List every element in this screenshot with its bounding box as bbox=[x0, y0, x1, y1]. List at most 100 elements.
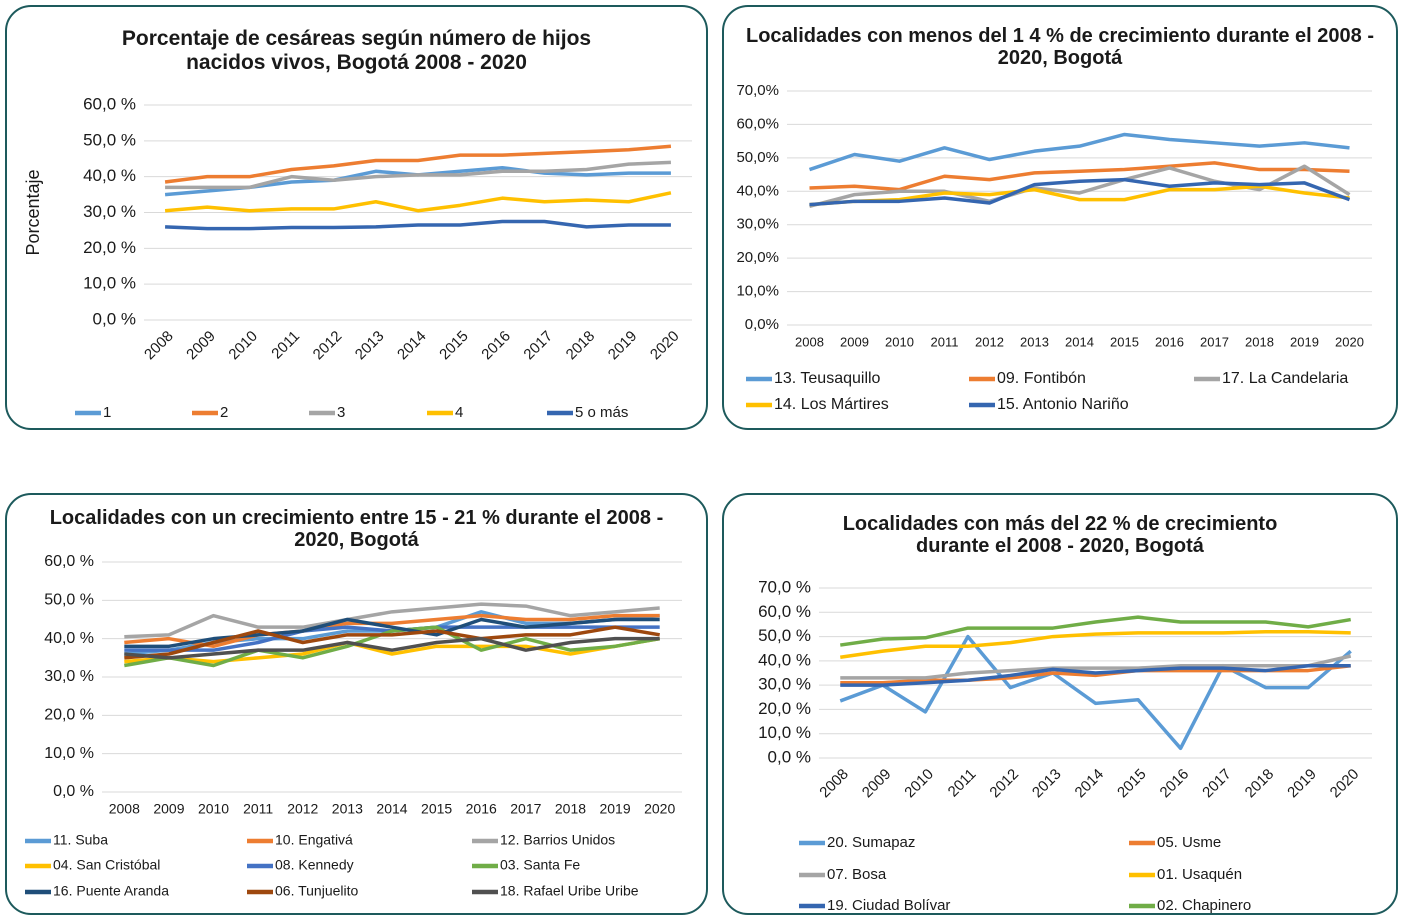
x-tick-label: 2010 bbox=[198, 801, 229, 817]
legend-label: 5 o más bbox=[575, 404, 628, 421]
y-tick-label: 0,0 % bbox=[768, 747, 811, 766]
y-tick-label: 40,0 % bbox=[44, 630, 94, 647]
x-tick-label: 2009 bbox=[840, 334, 869, 349]
legend-label: 20. Sumapaz bbox=[827, 834, 915, 851]
x-tick-label: 2009 bbox=[153, 801, 184, 817]
series-line bbox=[840, 654, 1352, 680]
x-tick-label: 2018 bbox=[1242, 766, 1278, 802]
series-line bbox=[809, 177, 1351, 207]
x-tick-label: 2016 bbox=[478, 328, 514, 364]
x-tick-label: 2016 bbox=[1155, 334, 1184, 349]
legend-label: 4 bbox=[455, 404, 463, 421]
series-line bbox=[809, 164, 1351, 209]
y-tick-label: 40,0 % bbox=[83, 166, 136, 185]
chart-title: Porcentaje de cesáreas según número de h… bbox=[121, 27, 592, 74]
y-tick-label: 30,0% bbox=[736, 216, 779, 233]
y-tick-label: 60,0 % bbox=[758, 602, 811, 621]
legend-label: 16. Puente Aranda bbox=[53, 883, 169, 899]
legend-label: 1 bbox=[103, 404, 111, 421]
x-tick-label: 2008 bbox=[109, 801, 140, 817]
x-tick-label: 2019 bbox=[1290, 334, 1319, 349]
series-line bbox=[124, 602, 660, 639]
legend-label: 09. Fontibón bbox=[997, 370, 1086, 387]
x-tick-label: 2009 bbox=[183, 328, 219, 364]
x-tick-label: 2016 bbox=[1157, 766, 1193, 802]
y-tick-label: 70,0 % bbox=[758, 577, 811, 596]
series-line bbox=[164, 165, 671, 197]
legend-label: 07. Bosa bbox=[827, 866, 887, 883]
series-line bbox=[164, 191, 672, 213]
chart: 0,0 % 10,0 % 20,0 % 30,0 % 40,0 % 50,0 % 60,0 … bbox=[23, 94, 692, 421]
x-tick-label: 2020 bbox=[1335, 334, 1364, 349]
chart-title: Localidades con menos del 1 4 % de creci… bbox=[746, 25, 1374, 70]
y-tick-label: 0,0 % bbox=[53, 783, 94, 800]
x-tick-label: 2011 bbox=[945, 766, 980, 801]
x-tick-label: 2012 bbox=[287, 801, 318, 817]
x-tick-label: 2013 bbox=[1029, 766, 1065, 802]
legend-label: 14. Los Mártires bbox=[774, 396, 889, 413]
legend-label: 08. Kennedy bbox=[275, 857, 354, 873]
x-tick-label: 2020 bbox=[1327, 766, 1363, 802]
x-tick-label: 2012 bbox=[986, 766, 1022, 802]
y-tick-label: 40,0% bbox=[736, 182, 779, 199]
x-tick-label: 2008 bbox=[795, 334, 824, 349]
x-tick-label: 2014 bbox=[376, 801, 407, 817]
y-tick-label: 60,0 % bbox=[44, 553, 94, 570]
y-tick-label: 0,0% bbox=[745, 316, 779, 333]
legend-label: 04. San Cristóbal bbox=[53, 857, 160, 873]
y-tick-label: 10,0 % bbox=[758, 723, 811, 742]
legend-label: 01. Usaquén bbox=[1157, 866, 1242, 883]
x-tick-label: 2019 bbox=[605, 328, 641, 364]
legend-label: 12. Barrios Unidos bbox=[500, 832, 615, 848]
y-tick-label: 20,0 % bbox=[44, 707, 94, 724]
chart-panel: 0,0% 10,0% 20,0% 30,0% 40,0% 50,0% 60,0% 70,0% 2… bbox=[722, 5, 1398, 430]
x-tick-label: 2015 bbox=[421, 801, 452, 817]
series-line bbox=[124, 636, 660, 660]
x-tick-label: 2015 bbox=[1110, 334, 1139, 349]
y-tick-label: 30,0 % bbox=[44, 668, 94, 685]
legend-label: 15. Antonio Nariño bbox=[997, 396, 1129, 413]
x-tick-label: 2014 bbox=[394, 328, 430, 364]
x-tick-label: 2020 bbox=[647, 328, 683, 364]
y-tick-label: 10,0 % bbox=[44, 745, 94, 762]
x-tick-label: 2013 bbox=[1020, 334, 1049, 349]
legend-label: 17. La Candelaria bbox=[1222, 370, 1348, 387]
y-tick-label: 0,0 % bbox=[93, 309, 136, 328]
x-tick-label: 2019 bbox=[1284, 766, 1320, 802]
legend-label: 2 bbox=[220, 404, 228, 421]
x-tick-label: 2017 bbox=[1199, 766, 1235, 802]
y-tick-label: 30,0 % bbox=[758, 675, 811, 694]
legend-label: 06. Tunjuelito bbox=[275, 883, 358, 899]
x-tick-label: 2017 bbox=[1200, 334, 1229, 349]
x-tick-label: 2011 bbox=[931, 334, 959, 349]
series-line bbox=[124, 613, 660, 649]
legend-label: 02. Chapinero bbox=[1157, 897, 1251, 913]
x-tick-label: 2018 bbox=[563, 328, 599, 364]
y-tick-label: 60,0% bbox=[736, 115, 779, 132]
x-tick-label: 2008 bbox=[141, 328, 177, 364]
series-line bbox=[124, 636, 660, 664]
series-line bbox=[124, 625, 660, 660]
series-line bbox=[840, 663, 1351, 687]
x-tick-label: 2015 bbox=[436, 328, 472, 364]
x-tick-label: 2010 bbox=[225, 328, 261, 364]
x-tick-label: 2019 bbox=[599, 801, 630, 817]
chart-panel: 0,0 % 10,0 % 20,0 % 30,0 % 40,0 % 50,0 % 60,0 … bbox=[5, 5, 708, 430]
x-tick-label: 2017 bbox=[520, 328, 556, 364]
x-tick-label: 2012 bbox=[975, 334, 1004, 349]
x-tick-label: 2015 bbox=[1114, 766, 1150, 802]
series-line bbox=[124, 625, 660, 668]
legend-label: 05. Usme bbox=[1157, 834, 1221, 851]
x-tick-label: 2014 bbox=[1072, 766, 1108, 802]
x-tick-label: 2009 bbox=[859, 766, 895, 802]
chart-title: Localidades con un crecimiento entre 15 … bbox=[49, 507, 664, 552]
y-tick-label: 50,0 % bbox=[758, 626, 811, 645]
legend-label: 13. Teusaquillo bbox=[774, 370, 881, 387]
y-tick-label: 20,0 % bbox=[83, 238, 136, 257]
y-tick-label: 40,0 % bbox=[758, 650, 811, 669]
legend-label: 19. Ciudad Bolívar bbox=[827, 897, 950, 913]
y-tick-label: 50,0 % bbox=[44, 592, 94, 609]
x-tick-label: 2013 bbox=[332, 801, 363, 817]
chart: 0,0 % 10,0 % 20,0 % 30,0 % 40,0 % 50,0 % 60,0 … bbox=[25, 553, 682, 899]
